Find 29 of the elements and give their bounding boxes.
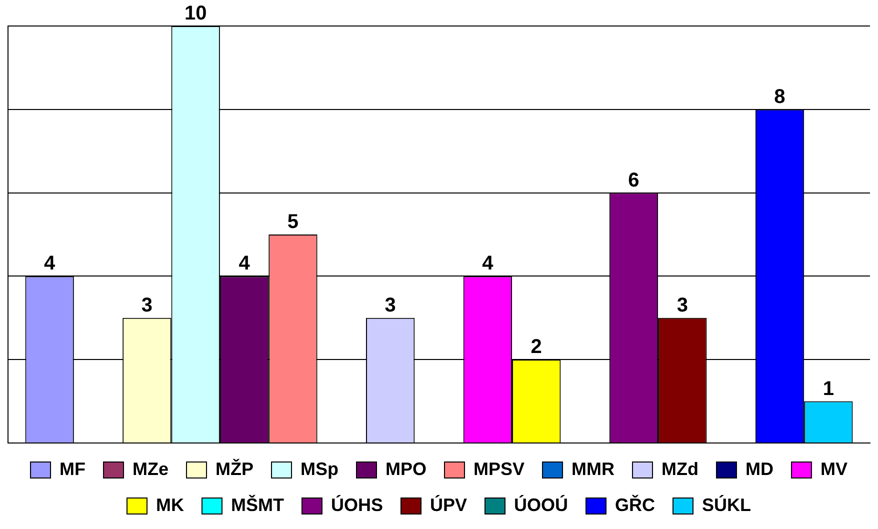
data-label: 10 xyxy=(184,2,207,25)
legend-label: MMR xyxy=(572,458,615,479)
legend-label: ÚPV xyxy=(430,494,468,515)
legend-label: SÚKL xyxy=(702,494,752,515)
data-label: 2 xyxy=(530,336,542,358)
legend-label: MZd xyxy=(662,458,698,479)
legend-label: GŘC xyxy=(615,494,655,515)
legend-label: ÚOHS xyxy=(330,494,383,515)
data-label: 3 xyxy=(141,294,152,316)
legend-label: ÚOOÚ xyxy=(514,494,568,515)
data-label: 6 xyxy=(628,169,640,192)
legend-label: MSp xyxy=(300,458,339,479)
data-label: 5 xyxy=(287,211,299,234)
legend-label: MK xyxy=(156,494,184,515)
data-label: 4 xyxy=(238,252,251,275)
legend-label: MPSV xyxy=(474,458,525,479)
legend-label: MD xyxy=(745,458,774,479)
legend-label: MF xyxy=(60,458,86,479)
data-label: 4 xyxy=(482,252,494,275)
legend-label: MV xyxy=(820,458,848,479)
legend-label: MPO xyxy=(386,458,427,479)
data-label: 1 xyxy=(822,378,834,400)
data-label: 3 xyxy=(676,294,688,316)
legend-label: MZe xyxy=(132,458,169,479)
legend-label: MŠMT xyxy=(230,494,284,515)
data-label: 4 xyxy=(44,252,56,275)
legend-label: MŽP xyxy=(216,458,254,479)
data-label: 3 xyxy=(384,294,396,316)
data-label: 8 xyxy=(774,86,786,108)
